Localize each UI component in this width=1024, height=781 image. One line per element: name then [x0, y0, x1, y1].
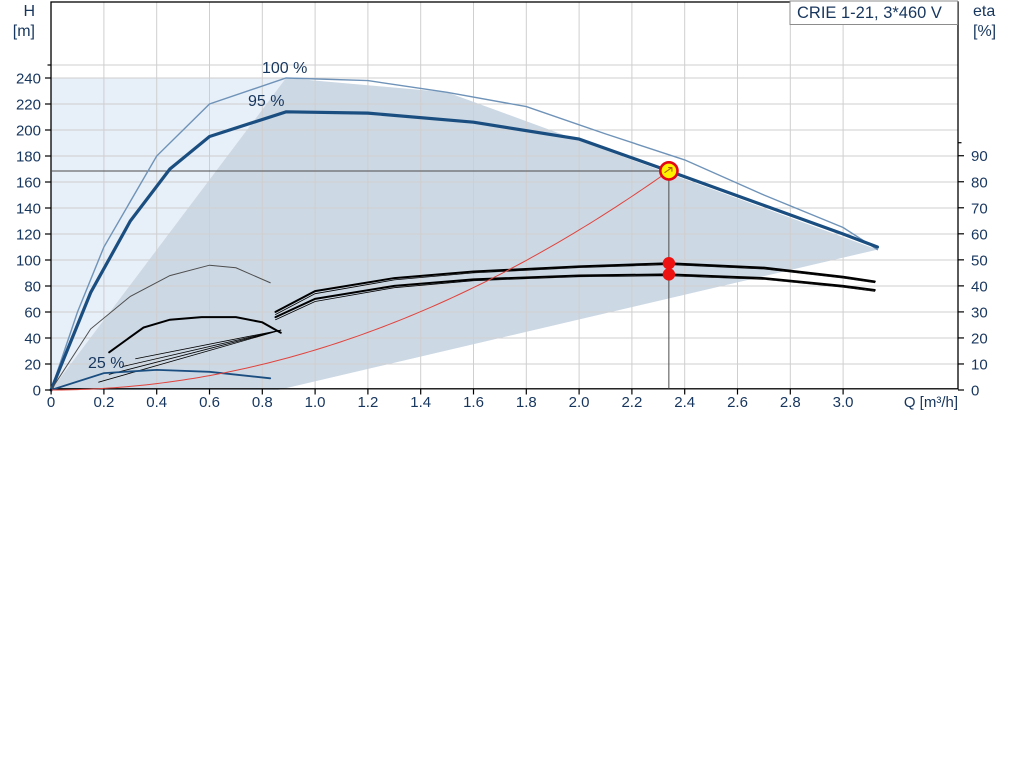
svg-text:2.8: 2.8 [780, 394, 801, 411]
svg-text:180: 180 [16, 149, 41, 166]
svg-text:90: 90 [971, 148, 988, 165]
svg-text:95 %: 95 % [248, 93, 284, 110]
svg-text:20: 20 [24, 357, 41, 374]
svg-text:70: 70 [971, 200, 988, 217]
svg-text:100 %: 100 % [262, 60, 307, 77]
svg-text:0.2: 0.2 [93, 394, 114, 411]
svg-text:25 %: 25 % [88, 355, 124, 372]
svg-text:1.0: 1.0 [305, 394, 326, 411]
svg-text:[%]: [%] [973, 23, 996, 40]
svg-text:H: H [23, 3, 35, 20]
svg-text:60: 60 [971, 226, 988, 243]
svg-text:1.2: 1.2 [357, 394, 378, 411]
svg-text:0.4: 0.4 [146, 394, 167, 411]
svg-text:2.0: 2.0 [569, 394, 590, 411]
svg-text:Q [m³/h]: Q [m³/h] [904, 394, 958, 411]
svg-text:0.6: 0.6 [199, 394, 220, 411]
svg-text:CRIE 1-21, 3*460 V: CRIE 1-21, 3*460 V [797, 4, 942, 22]
svg-text:1.8: 1.8 [516, 394, 537, 411]
svg-text:240: 240 [16, 71, 41, 88]
svg-text:80: 80 [24, 279, 41, 296]
svg-text:1.4: 1.4 [410, 394, 431, 411]
svg-text:100: 100 [16, 253, 41, 270]
svg-text:60: 60 [24, 305, 41, 322]
svg-text:3.0: 3.0 [833, 394, 854, 411]
svg-text:[m]: [m] [13, 23, 35, 40]
svg-text:200: 200 [16, 123, 41, 140]
svg-text:2.6: 2.6 [727, 394, 748, 411]
svg-text:50: 50 [971, 252, 988, 269]
svg-text:20: 20 [971, 330, 988, 347]
svg-text:0.8: 0.8 [252, 394, 273, 411]
svg-text:eta: eta [973, 3, 995, 20]
svg-text:10: 10 [971, 356, 988, 373]
svg-text:40: 40 [971, 278, 988, 295]
svg-text:0: 0 [47, 394, 55, 411]
svg-text:80: 80 [971, 174, 988, 191]
svg-text:160: 160 [16, 175, 41, 192]
svg-text:140: 140 [16, 201, 41, 218]
svg-text:0: 0 [33, 383, 41, 400]
svg-text:2.4: 2.4 [674, 394, 695, 411]
svg-text:220: 220 [16, 97, 41, 114]
svg-text:2.2: 2.2 [621, 394, 642, 411]
svg-text:120: 120 [16, 227, 41, 244]
svg-text:30: 30 [971, 304, 988, 321]
svg-text:0: 0 [971, 383, 979, 400]
svg-text:40: 40 [24, 331, 41, 348]
svg-text:1.6: 1.6 [463, 394, 484, 411]
